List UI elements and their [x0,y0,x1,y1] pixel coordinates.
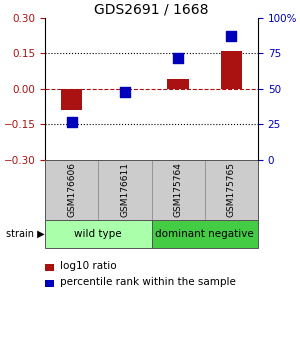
Bar [167,79,189,89]
Title: GDS2691 / 1668: GDS2691 / 1668 [94,2,209,17]
Text: GSM176611: GSM176611 [120,162,129,217]
Text: GSM175765: GSM175765 [227,162,236,217]
Bar [221,51,242,89]
Bar [45,160,98,220]
Bar [45,160,258,220]
Bar [45,220,152,248]
Bar [205,160,258,220]
Point [176,55,181,61]
Bar [152,220,258,248]
Text: strain ▶: strain ▶ [6,229,45,239]
Text: percentile rank within the sample: percentile rank within the sample [60,277,236,287]
Point [229,33,234,39]
Point [69,119,74,124]
Text: GSM176606: GSM176606 [67,162,76,217]
Text: log10 ratio: log10 ratio [60,261,116,272]
Bar [152,160,205,220]
Text: GSM175764: GSM175764 [174,162,183,217]
Point [122,89,127,95]
Bar [61,89,82,110]
Text: dominant negative: dominant negative [155,229,254,239]
Bar [98,160,152,220]
Text: wild type: wild type [74,229,122,239]
